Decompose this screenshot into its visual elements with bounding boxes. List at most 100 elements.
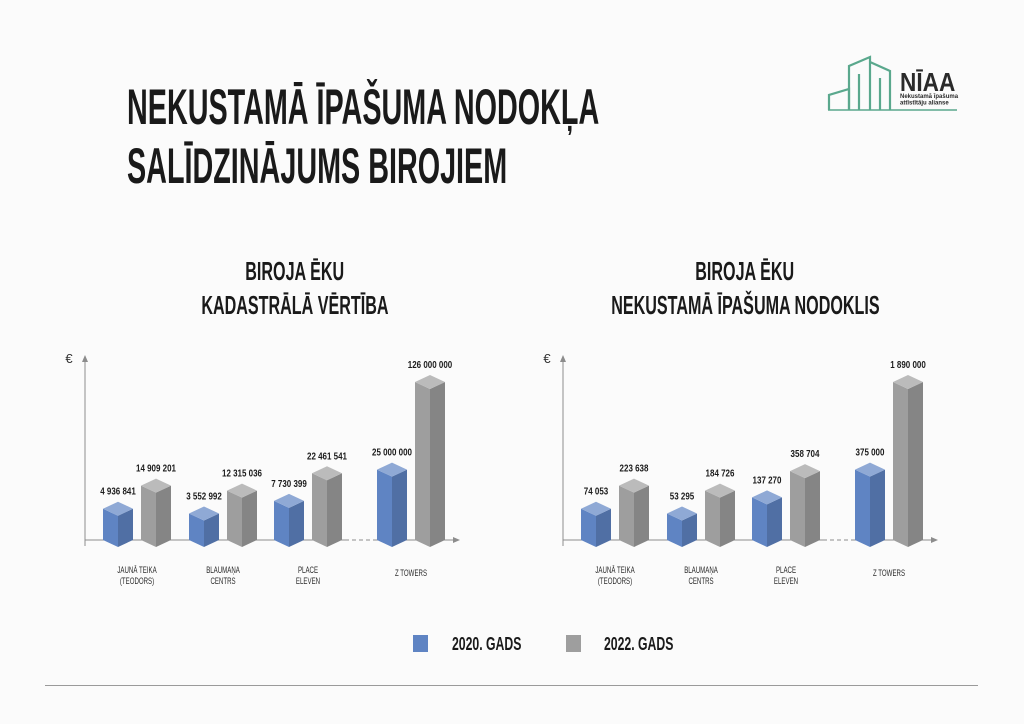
bar-right-face: [289, 500, 304, 547]
chart-title-left-line-2: KADASTRĀLĀ VĒRTĪBA: [45, 288, 545, 322]
bar-right-face: [392, 469, 407, 547]
bar-right-face: [430, 382, 445, 547]
value-label: 22 461 541: [307, 450, 347, 461]
bar-right-face: [327, 473, 342, 547]
bar-top-face: [893, 375, 923, 389]
bar-2022-gads-blaumana-centrs: [705, 483, 735, 547]
bar-right-face: [242, 490, 257, 547]
y-axis-arrow: [560, 355, 566, 362]
value-label: 4 936 841: [100, 486, 136, 497]
bar-left-face: [312, 473, 327, 547]
category-label: CENTRS: [210, 576, 235, 587]
value-label: 12 315 036: [222, 468, 262, 479]
legend-label-2022: 2022. GADS: [604, 634, 674, 654]
bar-left-face: [619, 485, 634, 547]
bar-left-face: [790, 471, 805, 547]
logo-name: NĪAA: [900, 69, 955, 98]
bar-2022-gads-jauna-teika-teodors: [141, 478, 171, 547]
value-label: 14 909 201: [136, 463, 176, 474]
bar-top-face: [141, 478, 171, 493]
category-label: BLAUMAŅA: [206, 565, 240, 576]
legend-label-2020: 2020. GADS: [452, 634, 522, 654]
category-label: BLAUMAŅA: [684, 565, 718, 576]
category-label: (TEODORS): [120, 576, 155, 587]
bar-left-face: [705, 490, 720, 547]
bar-right-face: [204, 513, 219, 547]
legend-swatch-2022: [566, 635, 581, 652]
bar-right-face: [767, 497, 782, 547]
bar-top-face: [705, 483, 735, 498]
bar-2020-gads-z-towers: [855, 462, 885, 547]
bar-2020-gads-z-towers: [377, 462, 407, 547]
x-axis-arrow: [931, 537, 938, 543]
bar-left-face: [274, 500, 289, 547]
bar-top-face: [855, 462, 885, 477]
category-label: PLACE: [298, 565, 318, 576]
value-label: 223 638: [620, 463, 649, 474]
value-label: 53 295: [670, 491, 694, 502]
bar-2022-gads-blaumana-centrs: [227, 483, 257, 547]
bar-right-face: [908, 382, 923, 547]
footer-divider: [45, 685, 978, 686]
bar-2020-gads-place-eleven: [274, 493, 304, 547]
category-label: ELEVEN: [774, 576, 798, 587]
bar-2022-gads-z-towers: [415, 375, 445, 547]
category-label: PLACE: [776, 565, 796, 576]
chart-title-text: BIROJA ĒKU: [695, 256, 795, 286]
value-label: 375 000: [856, 447, 885, 458]
bar-top-face: [103, 501, 133, 516]
category-label: Z TOWERS: [395, 568, 427, 579]
category-label: ELEVEN: [296, 576, 320, 587]
bar-2020-gads-blaumana-centrs: [189, 506, 219, 547]
building-outline: [869, 60, 892, 110]
bar-2020-gads-jauna-teika-teodors: [103, 501, 133, 547]
bar-left-face: [415, 382, 430, 547]
category-label: JAUNĀ TEIKA: [595, 565, 635, 576]
logo-tagline-line-2: attīstītāju alianse: [900, 101, 949, 107]
bar-right-face: [870, 469, 885, 547]
bar-left-face: [581, 508, 596, 547]
value-label: 3 552 992: [186, 491, 222, 502]
logo: NĪAA Nekustamā īpašuma attīstītāju alian…: [827, 55, 959, 111]
bar-2022-gads-place-eleven: [312, 466, 342, 547]
bar-right-face: [634, 485, 649, 547]
chart-title-text: KADASTRĀLĀ VĒRTĪBA: [201, 290, 389, 320]
value-label: 358 704: [791, 448, 820, 459]
y-axis-arrow: [82, 355, 88, 362]
bar-top-face: [581, 501, 611, 516]
page-title-line-1: NEKUSTAMĀ ĪPAŠUMA NODOKĻA: [127, 79, 600, 135]
bar-2020-gads-jauna-teika-teodors: [581, 501, 611, 547]
bar-left-face: [227, 490, 242, 547]
value-label: 126 000 000: [408, 359, 452, 370]
bar-top-face: [415, 375, 445, 389]
building-outline: [847, 55, 872, 110]
building-outline: [827, 87, 851, 110]
bar-top-face: [377, 462, 407, 477]
bar-top-face: [667, 506, 697, 521]
bar-right-face: [596, 508, 611, 547]
value-label: 1 890 000: [890, 359, 926, 370]
bar-right-face: [118, 508, 133, 547]
value-label: 137 270: [753, 475, 782, 486]
bar-left-face: [855, 469, 870, 547]
legend-swatch-2020: [413, 635, 428, 652]
chart-title-right-line-2: NEKUSTAMĀ ĪPAŠUMA NODOKLIS: [495, 288, 995, 322]
bar-right-face: [805, 471, 820, 547]
chart-title-left-line-1: BIROJA ĒKU: [45, 254, 545, 288]
category-label: JAUNĀ TEIKA: [117, 565, 157, 576]
bar-top-face: [189, 506, 219, 521]
bar-2020-gads-place-eleven: [752, 490, 782, 547]
bar-right-face: [156, 485, 171, 547]
category-label: Z TOWERS: [873, 568, 905, 579]
bar-2022-gads-z-towers: [893, 375, 923, 547]
bar-top-face: [752, 490, 782, 505]
bar-left-face: [667, 513, 682, 547]
bar-left-face: [103, 508, 118, 547]
chart-property-tax: €74 053 53 295 137 270 375 000 223 638 184 72…: [543, 351, 938, 587]
bar-left-face: [141, 485, 156, 547]
y-axis-label: €: [543, 351, 551, 366]
logo-tagline-line-1: Nekustamā īpašuma: [900, 94, 959, 100]
chart-title-text: BIROJA ĒKU: [245, 256, 345, 286]
value-label: 25 000 000: [372, 447, 412, 458]
bar-left-face: [752, 497, 767, 547]
